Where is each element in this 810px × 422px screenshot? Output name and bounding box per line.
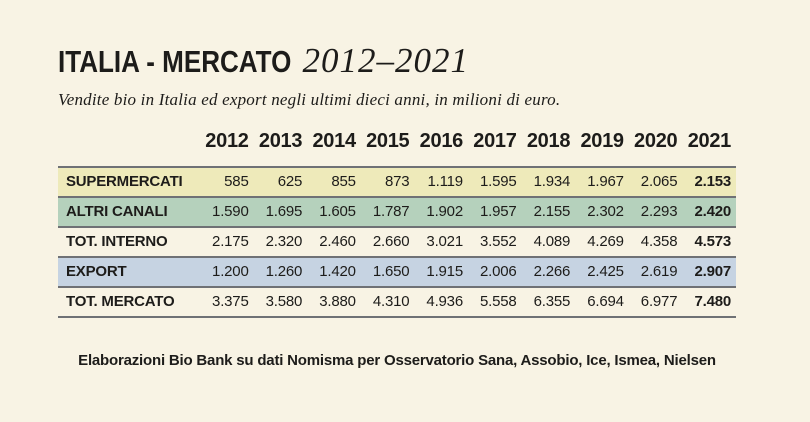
page-title-main: ITALIA - MERCATO (58, 44, 292, 79)
cell-altri-canali-2017: 1.957 (480, 203, 517, 220)
cell-supermercati-2018: 1.934 (533, 173, 571, 190)
cell-tot-mercato-2012: 3.375 (212, 293, 249, 310)
cell-tot-interno-2018: 4.089 (533, 233, 571, 250)
cell-tot-interno-2021: 4.573 (694, 233, 731, 250)
cell-supermercati-2016: 1.119 (427, 173, 464, 190)
table-row-altri-canali: ALTRI CANALI 1.590 1.695 1.605 1.787 1.902 1.9… (58, 196, 736, 227)
row-label-export: EXPORT (66, 263, 127, 280)
year-header-2015: 2015 (366, 129, 410, 152)
table-head: 2012 2013 2014 2015 2016 2017 2018 2019 2020 2021 (58, 130, 736, 167)
cell-export-2014: 1.420 (319, 263, 356, 280)
cell-tot-interno-2017: 3.552 (480, 233, 517, 250)
table-row-tot-mercato: TOT. MERCATO 3.375 3.580 3.880 4.310 4.936 5.5… (58, 286, 736, 317)
table-corner-cell (58, 130, 200, 167)
cell-tot-mercato-2016: 4.936 (426, 293, 463, 310)
cell-tot-interno-2019: 4.269 (587, 233, 624, 250)
cell-tot-mercato-2021: 7.480 (694, 293, 731, 310)
cell-tot-interno-2015: 2.660 (372, 233, 410, 250)
cell-supermercati-2020: 2.065 (640, 173, 678, 190)
cell-export-2020: 2.619 (640, 263, 678, 280)
cell-export-2015: 1.650 (372, 263, 410, 280)
cell-supermercati-2019: 1.967 (587, 173, 624, 190)
market-data-table: 2012 2013 2014 2015 2016 2017 2018 2019 2020 2021… (58, 130, 736, 318)
cell-export-2012: 1.200 (212, 263, 249, 280)
cell-supermercati-2012: 585 (224, 173, 249, 190)
cell-supermercati-2014: 855 (331, 173, 356, 190)
year-header-2018: 2018 (526, 129, 571, 152)
year-header-2019: 2019 (580, 129, 624, 152)
cell-supermercati-2015: 873 (384, 173, 410, 190)
cell-tot-mercato-2019: 6.694 (587, 293, 624, 310)
row-label-altri-canali: ALTRI CANALI (66, 203, 168, 220)
cell-tot-mercato-2020: 6.977 (640, 293, 678, 310)
cell-export-2018: 2.266 (533, 263, 571, 280)
cell-altri-canali-2013: 1.695 (265, 203, 303, 220)
page-subtitle: Vendite bio in Italia ed export negli ul… (58, 89, 561, 109)
cell-tot-interno-2020: 4.358 (640, 233, 678, 250)
cell-supermercati-2021: 2.153 (694, 173, 731, 190)
cell-altri-canali-2021: 2.420 (694, 203, 731, 220)
year-header-2012: 2012 (205, 129, 249, 152)
page-header: ITALIA - MERCATO 2012–2021 Vendite bio i… (58, 41, 752, 110)
cell-tot-mercato-2014: 3.880 (319, 293, 356, 310)
cell-tot-interno-2016: 3.021 (426, 233, 463, 250)
table-body: SUPERMERCATI 585 625 855 873 1.119 1.595 1.934 1… (58, 166, 736, 317)
source-note: Elaborazioni Bio Bank su dati Nomisma pe… (78, 351, 716, 369)
year-header-2020: 2020 (634, 129, 678, 152)
cell-tot-interno-2013: 2.320 (265, 233, 303, 250)
cell-export-2017: 2.006 (480, 263, 517, 280)
year-header-2014: 2014 (312, 129, 356, 152)
table-row-export: EXPORT 1.200 1.260 1.420 1.650 1.915 2.006 2.26… (58, 256, 736, 287)
cell-altri-canali-2012: 1.590 (212, 203, 249, 220)
cell-export-2019: 2.425 (587, 263, 624, 280)
page-title-year-range: 2012–2021 (302, 41, 469, 80)
cell-supermercati-2017: 1.595 (480, 173, 517, 190)
row-label-tot-interno: TOT. INTERNO (66, 233, 168, 250)
cell-altri-canali-2015: 1.787 (372, 203, 410, 220)
cell-export-2021: 2.907 (694, 263, 731, 280)
cell-altri-canali-2018: 2.155 (533, 203, 571, 220)
cell-supermercati-2013: 625 (277, 173, 303, 190)
row-label-supermercati: SUPERMERCATI (66, 173, 183, 190)
row-label-tot-mercato: TOT. MERCATO (66, 293, 175, 310)
cell-export-2016: 1.915 (426, 263, 463, 280)
cell-altri-canali-2016: 1.902 (426, 203, 463, 220)
cell-altri-canali-2019: 2.302 (587, 203, 624, 220)
year-header-2021: 2021 (687, 129, 732, 152)
table-year-header-row: 2012 2013 2014 2015 2016 2017 2018 2019 2020 2021 (58, 130, 736, 167)
cell-tot-mercato-2015: 4.310 (372, 293, 410, 310)
year-header-2017: 2017 (473, 129, 517, 152)
cell-tot-mercato-2017: 5.558 (480, 293, 517, 310)
page-title: ITALIA - MERCATO 2012–2021 (58, 41, 752, 81)
cell-export-2013: 1.260 (265, 263, 303, 280)
year-header-2013: 2013 (258, 129, 303, 152)
table-row-supermercati: SUPERMERCATI 585 625 855 873 1.119 1.595 1.934 1… (58, 166, 736, 197)
cell-tot-mercato-2018: 6.355 (533, 293, 571, 310)
table-row-tot-interno: TOT. INTERNO 2.175 2.320 2.460 2.660 3.021 3.5… (58, 226, 736, 257)
year-header-2016: 2016 (419, 129, 464, 152)
cell-altri-canali-2014: 1.605 (319, 203, 356, 220)
cell-tot-mercato-2013: 3.580 (265, 293, 303, 310)
cell-tot-interno-2014: 2.460 (319, 233, 356, 250)
cell-altri-canali-2020: 2.293 (640, 203, 678, 220)
cell-tot-interno-2012: 2.175 (212, 233, 249, 250)
